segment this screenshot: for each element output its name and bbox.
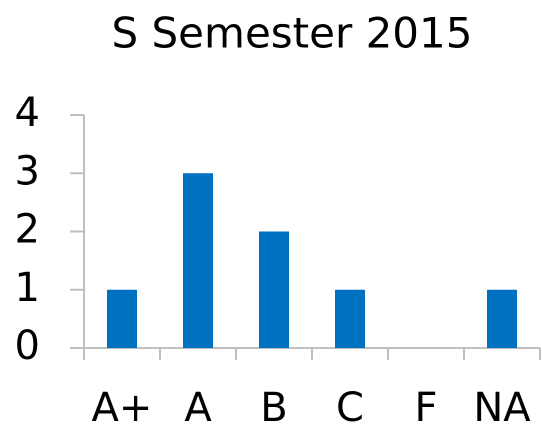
x-tick-label: F	[414, 385, 437, 431]
y-tick-label: 3	[15, 148, 40, 194]
y-tick-label: 2	[15, 207, 40, 253]
bar	[487, 289, 517, 348]
bar	[183, 173, 213, 348]
x-tick-label: A+	[92, 385, 153, 431]
y-tick-label: 1	[15, 265, 40, 311]
y-tick-label: 0	[15, 323, 40, 369]
x-tick-label: NA	[473, 385, 531, 431]
bar	[335, 289, 365, 348]
chart-title: S Semester 2015	[112, 9, 473, 58]
bar	[259, 231, 289, 348]
y-tick-label: 4	[15, 90, 40, 136]
x-tick-label: C	[336, 385, 364, 431]
bar	[107, 289, 137, 348]
x-tick-label: A	[184, 385, 212, 431]
x-tick-label: B	[260, 385, 287, 431]
